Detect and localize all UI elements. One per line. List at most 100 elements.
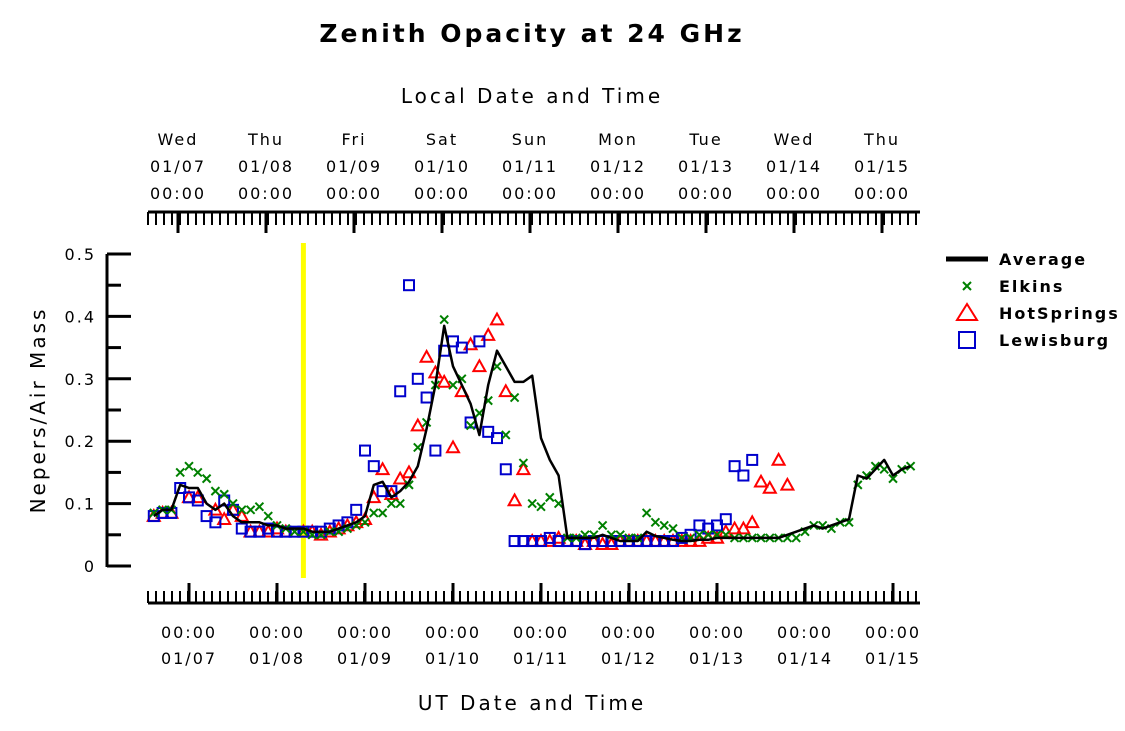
data-point-hotsprings [515, 461, 532, 476]
legend-label-average: Average [999, 250, 1087, 269]
data-point-lewisburg [728, 460, 741, 473]
bottom-tick-date: 01/15 [865, 649, 921, 668]
data-point-lewisburg [235, 522, 248, 535]
data-point-elkins [518, 458, 529, 468]
top-tick-time: 00:00 [766, 184, 822, 203]
data-point-elkins [386, 498, 397, 509]
data-point-elkins-stroke [826, 523, 837, 534]
data-point-elkins [703, 530, 713, 540]
data-point-lewisburg [200, 510, 213, 523]
data-point-elkins-stroke [193, 467, 203, 478]
series-average [153, 324, 912, 543]
top-tick-time: 00:00 [150, 184, 206, 203]
data-point-lewisburg [543, 531, 556, 544]
bottom-tick-date: 01/12 [601, 649, 657, 668]
top-tick-day: Sun [512, 130, 548, 149]
data-point-elkins-stroke [237, 505, 247, 515]
legend-swatch-elkins [962, 281, 972, 291]
bottom-tick-time: 00:00 [425, 623, 481, 642]
bottom-tick-date: 01/08 [249, 649, 305, 668]
data-point-elkins [404, 480, 414, 490]
y-tick-label: 0.5 [65, 245, 96, 264]
data-point-elkins-stroke [439, 314, 449, 325]
bottom-tick-time: 00:00 [513, 623, 569, 642]
data-point-elkins [870, 461, 881, 471]
top-tick-day: Tue [688, 130, 722, 149]
top-tick-date: 01/11 [502, 157, 558, 176]
top-tick-date: 01/13 [678, 157, 734, 176]
data-point-lewisburg [675, 531, 688, 544]
data-point-elkins-stroke [254, 502, 265, 512]
top-tick-time: 00:00 [502, 184, 558, 203]
top-tick-date: 01/12 [590, 157, 646, 176]
series-lewisburg [147, 279, 759, 551]
data-point-elkins [377, 508, 388, 518]
data-point-hotsprings [445, 439, 461, 454]
data-point-elkins-stroke [518, 458, 529, 468]
data-point-elkins [668, 523, 678, 534]
y-tick-label: 0.2 [65, 432, 96, 451]
data-point-elkins-stroke [888, 473, 898, 484]
data-point-lewisburg [174, 482, 187, 494]
data-point-lewisburg [394, 385, 407, 398]
data-point-lewisburg [658, 535, 671, 548]
top-tick-day: Fri [341, 130, 366, 149]
data-point-elkins-stroke [404, 480, 414, 490]
data-point-hotsprings [401, 464, 417, 479]
data-point-lewisburg [517, 535, 530, 548]
top-tick-day: Sat [426, 130, 458, 149]
data-point-hotsprings [779, 476, 796, 491]
data-point-elkins-stroke [844, 517, 854, 528]
top-tick-date: 01/09 [326, 157, 382, 176]
top-tick-day: Wed [774, 130, 815, 149]
data-point-elkins [501, 430, 511, 440]
data-point-lewisburg [253, 525, 266, 538]
legend-label-lewisburg: Lewisburg [999, 331, 1110, 350]
data-point-elkins [791, 533, 801, 543]
legend-swatch-elkins-stroke [962, 281, 972, 291]
data-point-elkins-stroke [800, 526, 810, 537]
data-point-elkins [439, 314, 449, 325]
data-point-hotsprings [498, 383, 514, 398]
data-point-hotsprings [427, 364, 444, 379]
data-point-elkins [395, 498, 405, 509]
data-point-lewisburg [482, 425, 495, 438]
data-point-hotsprings [726, 520, 743, 535]
data-point-elkins [201, 473, 212, 484]
data-point-lewisburg [191, 494, 204, 507]
data-point-elkins-stroke [615, 530, 625, 540]
y-tick-label: 0.1 [65, 495, 96, 514]
bottom-tick-date: 01/14 [777, 649, 833, 668]
top-tick-date: 01/14 [766, 157, 822, 176]
bottom-tick-date: 01/09 [337, 649, 393, 668]
top-tick-day: Thu [247, 130, 284, 149]
data-point-elkins-stroke [650, 517, 661, 528]
series-elkins [149, 314, 916, 543]
data-point-elkins-stroke [201, 473, 212, 484]
data-point-elkins [263, 511, 273, 521]
data-point-lewisburg [473, 335, 486, 348]
top-tick-time: 00:00 [238, 184, 294, 203]
data-point-elkins-stroke [149, 508, 159, 518]
x-axis-label: UT Date and Time [418, 691, 646, 715]
data-point-elkins-stroke [413, 442, 423, 453]
bottom-tick-date: 01/10 [425, 649, 481, 668]
data-point-elkins [369, 508, 379, 518]
bottom-tick-time: 00:00 [777, 623, 833, 642]
data-point-elkins-stroke [342, 523, 353, 534]
data-point-elkins-stroke [184, 461, 194, 471]
data-point-lewisburg [526, 535, 539, 548]
legend-label-elkins: Elkins [999, 277, 1064, 296]
series-line-average [153, 324, 912, 543]
data-point-elkins-stroke [492, 361, 502, 372]
data-point-hotsprings [762, 479, 778, 494]
data-point-elkins [175, 467, 185, 478]
data-point-hotsprings [436, 373, 452, 388]
data-point-lewisburg [420, 391, 433, 404]
data-point-elkins [193, 467, 203, 478]
bottom-tick-date: 01/11 [513, 649, 569, 668]
top-tick-day: Thu [863, 130, 900, 149]
data-point-elkins-stroke [527, 498, 537, 509]
data-point-elkins-stroke [694, 530, 705, 540]
